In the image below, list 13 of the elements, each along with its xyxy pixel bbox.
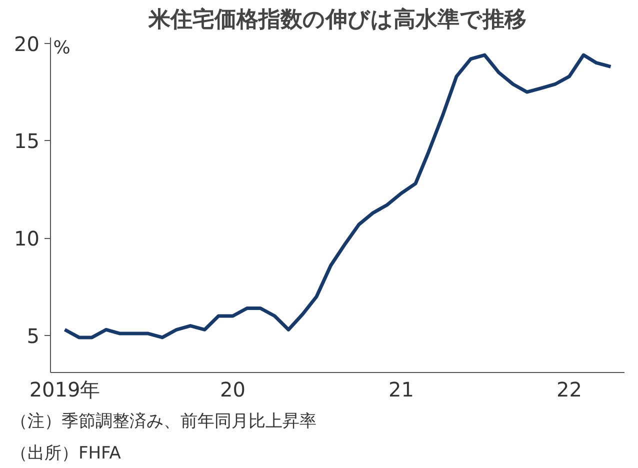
y-tick-label: 5 [26,324,40,348]
text: （注）季節調整済み、前年同月比上昇率 [10,412,316,432]
x-tick-label: 22 [556,378,582,402]
x-tick-label: 21 [388,378,414,402]
x-tick-label: 2019年 [29,378,100,402]
x-tick-label: 20 [220,378,246,402]
line-series [63,53,612,340]
y-axis-title: % [53,38,70,58]
chart-title: 米住宅価格指数の伸びは高水準で推移 [148,6,526,32]
y-tick-label: 20 [14,32,40,56]
text: （出所）FHFA [10,444,122,464]
y-tick-label: 10 [14,226,40,251]
y-tick-label: 15 [14,129,40,154]
